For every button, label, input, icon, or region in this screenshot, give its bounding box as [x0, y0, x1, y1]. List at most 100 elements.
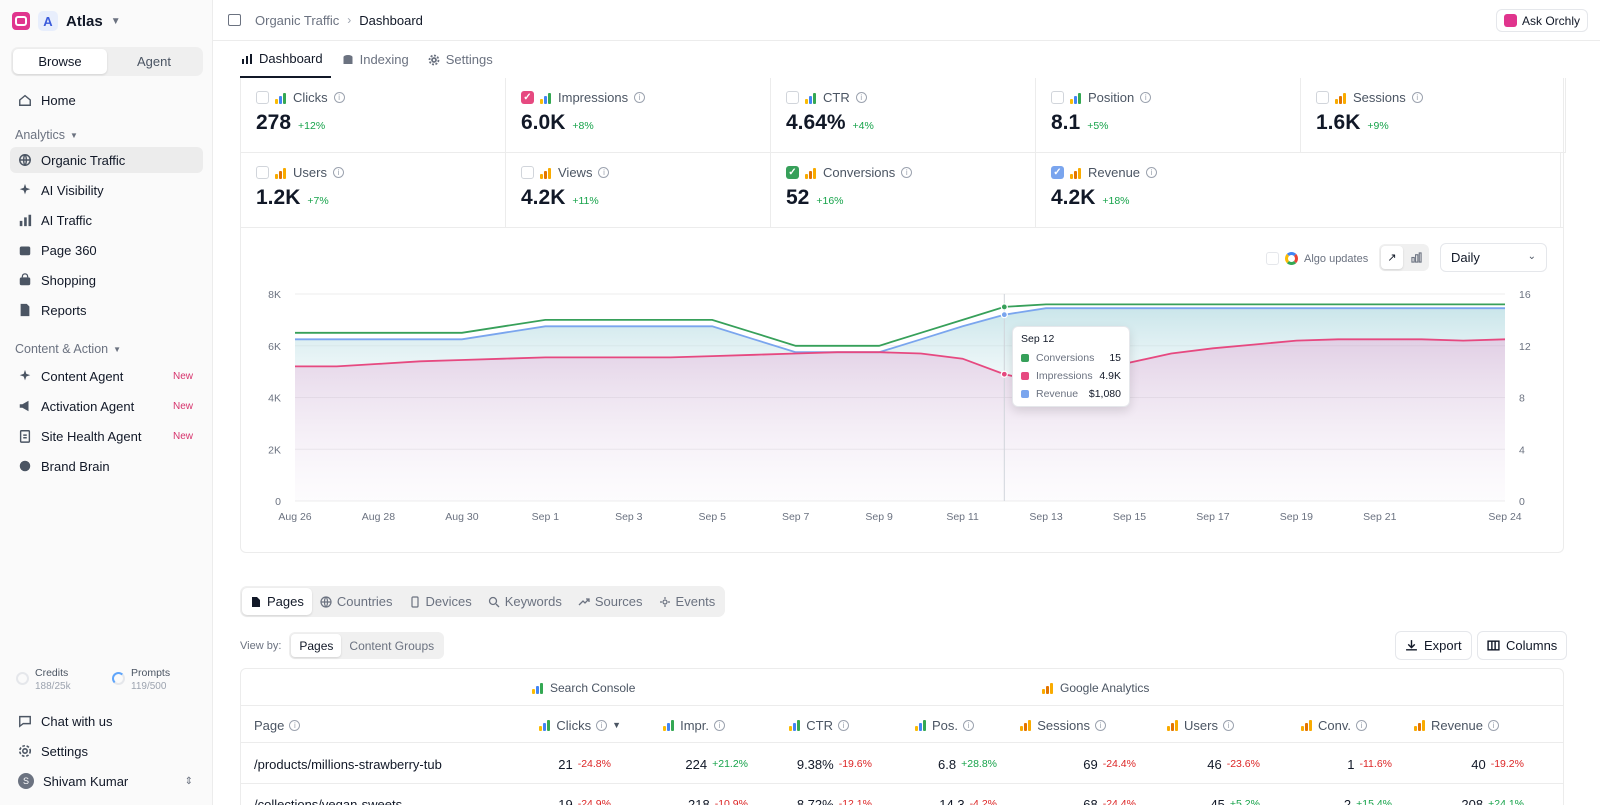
sidebar-item-home[interactable]: Home — [10, 87, 203, 113]
column-header-ctr[interactable]: CTR i — [789, 706, 849, 744]
metric-checkbox[interactable] — [256, 166, 269, 179]
sidebar-toggle-icon[interactable] — [228, 14, 241, 26]
sidebar-item-page-360[interactable]: Page 360 — [10, 237, 203, 263]
tab-dashboard[interactable]: Dashboard — [240, 41, 331, 78]
metric-card-users[interactable]: Users i 1.2K +7% — [241, 153, 506, 228]
metric-card-ctr[interactable]: CTR i 4.64% +4% — [771, 78, 1036, 153]
cell-delta: +21.2% — [712, 758, 748, 770]
page-path-cell[interactable]: /collections/vegan-sweets — [254, 784, 402, 805]
sidebar-item-ai-traffic[interactable]: AI Traffic — [10, 207, 203, 233]
metric-card-conversions[interactable]: Conversions i 52 +16% — [771, 153, 1036, 228]
metric-card-sessions[interactable]: Sessions i 1.6K +9% — [1301, 78, 1566, 153]
metric-checkbox[interactable] — [521, 166, 534, 179]
metric-checkbox[interactable] — [786, 91, 799, 104]
user-menu[interactable]: S Shivam Kumar ⇕ — [10, 768, 203, 794]
column-header-revenue[interactable]: Revenue i — [1413, 706, 1499, 744]
browse-mode-button[interactable]: Browse — [13, 49, 107, 74]
metric-checkbox[interactable] — [1051, 166, 1064, 179]
sidebar-item-organic-traffic[interactable]: Organic Traffic — [10, 147, 203, 173]
tab-keywords[interactable]: Keywords — [480, 588, 570, 615]
tab-pages[interactable]: Pages — [242, 588, 312, 615]
column-header-conv[interactable]: Conv. i — [1301, 706, 1367, 744]
info-icon[interactable]: i — [1095, 719, 1106, 731]
sidebar-item-content-agent[interactable]: Content Agent New — [10, 363, 203, 389]
tab-countries[interactable]: Countries — [312, 588, 401, 615]
metric-cards: Clicks i 278 +12% Impressions i 6.0K +8% — [240, 78, 1566, 228]
column-header-page[interactable]: Page i — [254, 706, 301, 744]
tab-indexing[interactable]: Indexing — [341, 41, 417, 78]
column-header-clicks[interactable]: Clicks i ▼ — [539, 706, 621, 744]
column-header-sessions[interactable]: Sessions i — [1020, 706, 1106, 744]
analytics-section-toggle[interactable]: Analytics ▼ — [15, 128, 78, 142]
info-icon[interactable]: i — [901, 167, 913, 178]
metric-card-impressions[interactable]: Impressions i 6.0K +8% — [506, 78, 771, 153]
algo-updates-toggle[interactable]: Algo updates — [1266, 245, 1368, 272]
metric-checkbox[interactable] — [1051, 91, 1064, 104]
info-icon[interactable]: i — [838, 719, 849, 731]
info-icon[interactable]: i — [1140, 92, 1152, 103]
info-icon[interactable]: i — [1488, 719, 1499, 731]
sidebar-item-brand-brain[interactable]: Brand Brain — [10, 453, 203, 479]
granularity-select[interactable]: Daily ⌄ — [1440, 243, 1547, 272]
metric-checkbox[interactable] — [256, 91, 269, 104]
tab-settings[interactable]: Settings — [427, 41, 501, 78]
metric-card-views[interactable]: Views i 4.2K +11% — [506, 153, 771, 228]
view-by-content-groups-button[interactable]: Content Groups — [349, 638, 435, 653]
agent-mode-button[interactable]: Agent — [137, 54, 171, 69]
table-row[interactable]: /collections/vegan-sweets 19 -24.9% 218 … — [241, 784, 1563, 805]
view-by-pages-button[interactable]: Pages — [291, 634, 342, 657]
algo-updates-checkbox[interactable] — [1266, 252, 1279, 265]
sidebar-item-settings[interactable]: Settings — [10, 738, 203, 764]
metric-cell: 8.72% -12.1% — [797, 784, 872, 805]
sidebar-item-reports[interactable]: Reports — [10, 297, 203, 323]
info-icon[interactable]: i — [714, 719, 725, 731]
sidebar-item-activation-agent[interactable]: Activation Agent New — [10, 393, 203, 419]
info-icon[interactable]: i — [333, 92, 345, 103]
info-icon[interactable]: i — [1146, 167, 1158, 178]
bar-chart-button[interactable] — [1405, 246, 1427, 269]
info-icon[interactable]: i — [1411, 92, 1423, 103]
chat-with-us-button[interactable]: Chat with us — [10, 708, 203, 734]
page-path-cell[interactable]: /products/millions-strawberry-tub — [254, 744, 442, 784]
metric-card-clicks[interactable]: Clicks i 278 +12% — [241, 78, 506, 153]
info-icon[interactable]: i — [332, 167, 344, 178]
globe-icon — [18, 153, 32, 167]
metric-card-revenue[interactable]: Revenue i 4.2K +18% — [1036, 153, 1561, 228]
metric-checkbox[interactable] — [786, 166, 799, 179]
info-icon[interactable]: i — [596, 719, 608, 731]
google-analytics-icon — [1020, 719, 1032, 731]
ask-orchly-button[interactable]: Ask Orchly — [1495, 9, 1588, 32]
info-icon[interactable]: i — [1356, 719, 1367, 731]
info-icon[interactable]: i — [598, 167, 610, 178]
info-icon[interactable]: i — [963, 719, 974, 731]
info-icon[interactable]: i — [289, 719, 301, 731]
metric-card-position[interactable]: Position i 8.1 +5% — [1036, 78, 1301, 153]
line-chart-button[interactable]: ↗ — [1381, 246, 1403, 269]
series-line-conversions — [295, 303, 1505, 347]
table-row[interactable]: /products/millions-strawberry-tub 21 -24… — [241, 744, 1563, 784]
breadcrumb-parent[interactable]: Organic Traffic — [255, 12, 340, 28]
content-section-toggle[interactable]: Content & Action ▼ — [15, 342, 121, 356]
column-header-pos[interactable]: Pos. i — [914, 706, 974, 744]
column-header-impr[interactable]: Impr. i — [663, 706, 725, 744]
metric-checkbox[interactable] — [521, 91, 534, 104]
metric-checkbox[interactable] — [1316, 91, 1329, 104]
sidebar-item-ai-visibility[interactable]: AI Visibility — [10, 177, 203, 203]
x-axis-tick-label: Sep 21 — [1363, 511, 1396, 523]
google-analytics-icon — [275, 167, 287, 179]
tab-devices[interactable]: Devices — [401, 588, 480, 615]
sidebar-item-site-health-agent[interactable]: Site Health Agent New — [10, 423, 203, 449]
tab-sources[interactable]: Sources — [570, 588, 651, 615]
workspace-switcher[interactable]: A Atlas ▼ — [12, 11, 121, 31]
tab-events[interactable]: Events — [651, 588, 724, 615]
sidebar-item-shopping[interactable]: Shopping — [10, 267, 203, 293]
column-header-users[interactable]: Users i — [1167, 706, 1234, 744]
metric-delta: +7% — [307, 195, 329, 207]
export-button[interactable]: Export — [1395, 631, 1472, 660]
info-icon[interactable]: i — [1223, 719, 1234, 731]
tab-label: Sources — [594, 594, 643, 609]
columns-button[interactable]: Columns — [1477, 631, 1568, 660]
info-icon[interactable]: i — [634, 92, 646, 103]
info-icon[interactable]: i — [855, 92, 867, 103]
column-header-label: Users — [1184, 717, 1218, 733]
